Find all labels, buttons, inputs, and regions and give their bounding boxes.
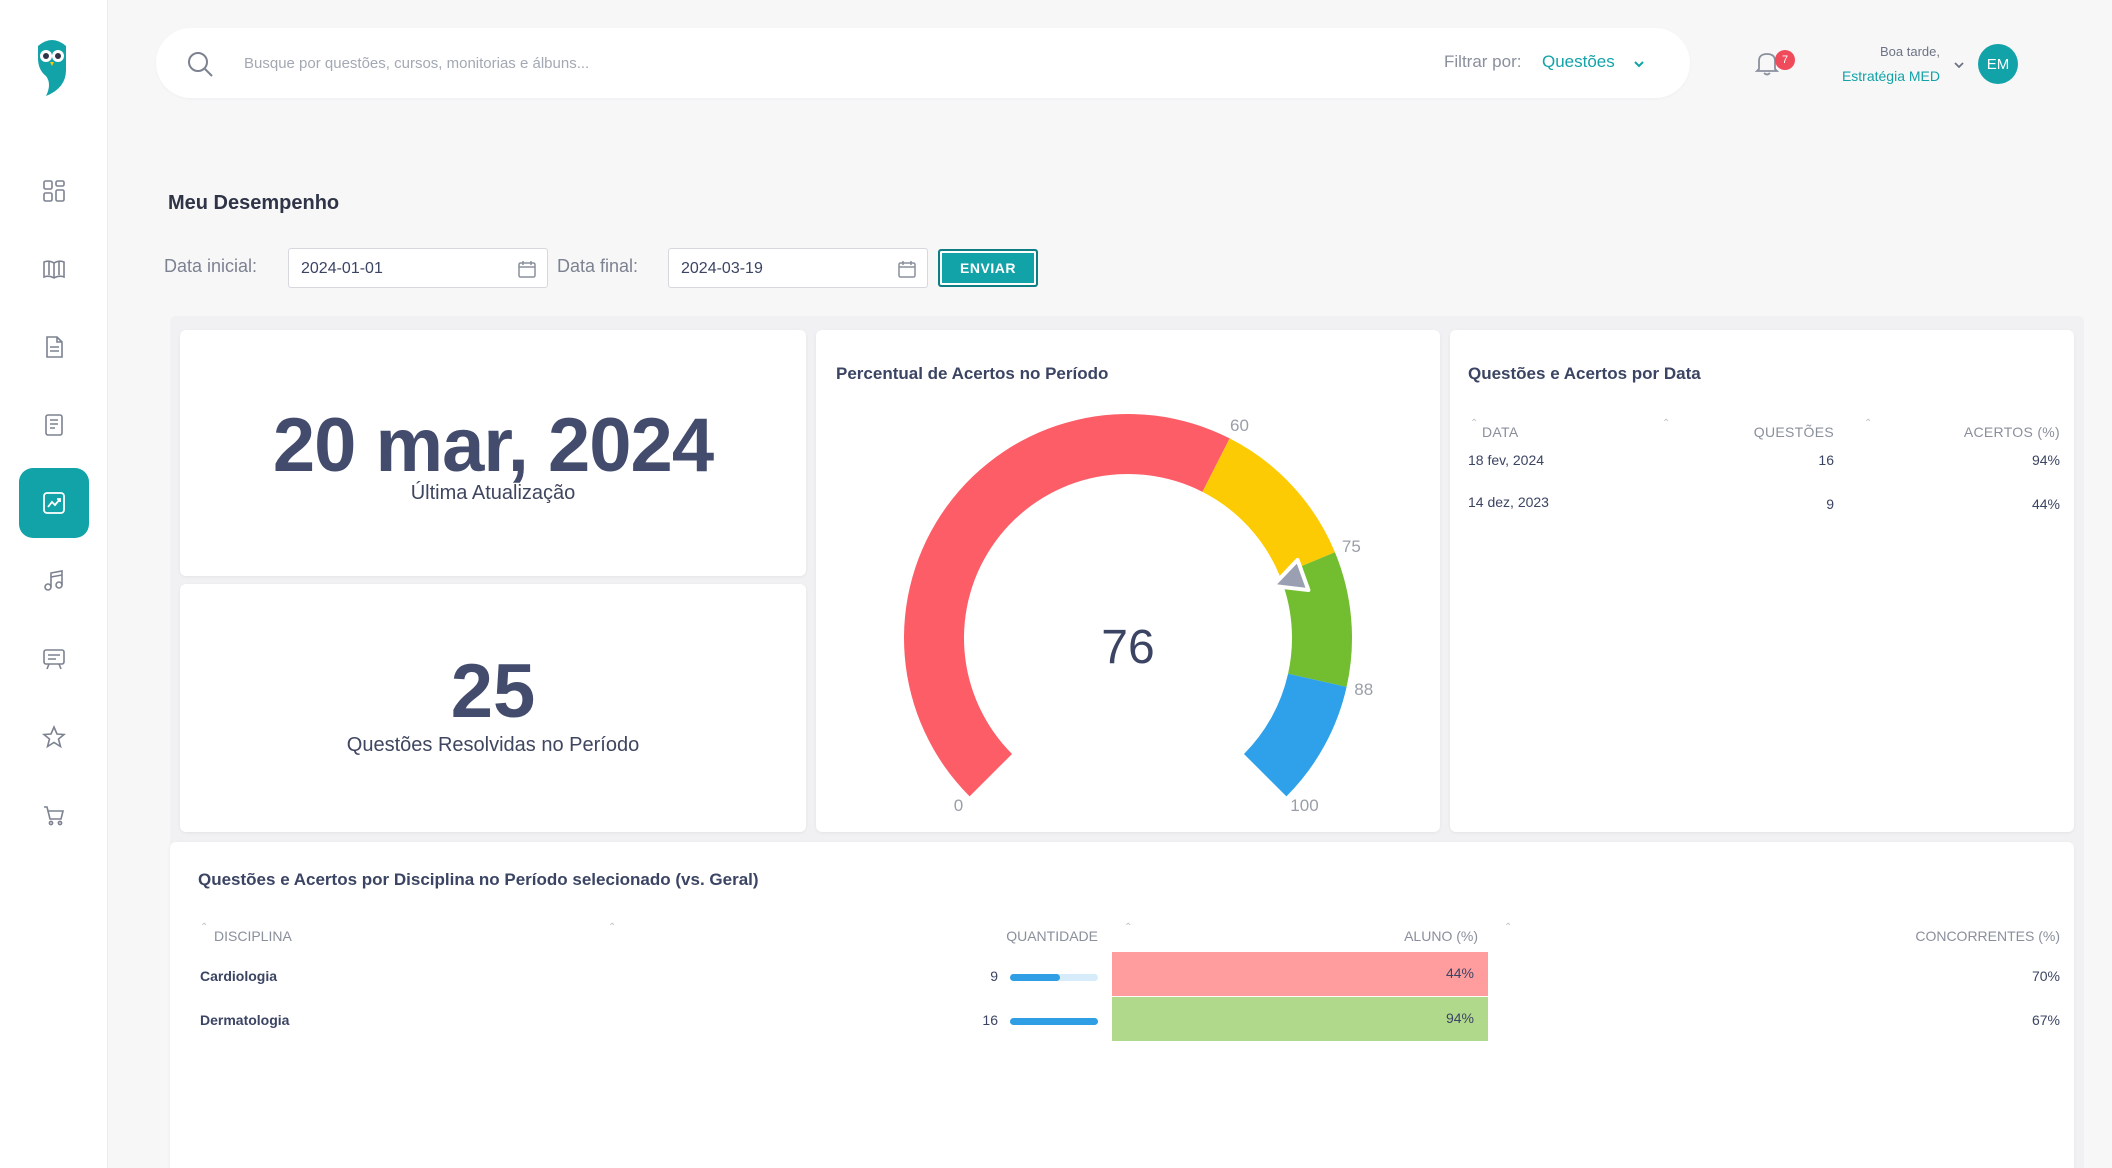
sort-arrow-icon[interactable]: ⌃ [1864,418,1873,429]
bell-icon[interactable] [1752,48,1782,78]
nav-monitoring-icon[interactable] [19,624,89,694]
nav-music-icon[interactable] [19,546,89,616]
notification-badge: 7 [1775,50,1795,70]
last-update-value: 20 mar, 2024 [272,403,714,488]
quantity-bar-fill [1010,974,1060,981]
nav-dashboard-icon[interactable] [19,156,89,226]
student-score-bar: 44% [1112,952,1488,996]
user-menu-chevron-icon[interactable] [1952,58,1966,72]
col-student-header[interactable]: ALUNO (%) [1404,928,1478,944]
avatar[interactable]: EM [1978,44,2018,84]
search-input[interactable] [244,46,944,80]
calendar-icon[interactable] [517,259,537,279]
user-name[interactable]: Estratégia MED [1841,68,1940,84]
col-date-header[interactable]: DATA [1482,424,1519,440]
last-update-card: 20 mar, 2024 Última Atualização [180,330,806,576]
nav-notebook-icon[interactable] [19,390,89,460]
accuracy-gauge-card: Percentual de Acertos no Período 76 0 60 7… [816,330,1440,832]
filter-select[interactable]: Questões [1542,52,1615,71]
resolved-label: Questões Resolvidas no Período [346,734,640,756]
start-date-label: Data inicial: [164,256,258,276]
gauge-tick-label: 100 [1290,796,1319,816]
subject-name: Dermatologia [200,1012,290,1028]
filter-label: Filtrar por: [1444,52,1522,71]
end-date-label: Data final: [557,256,639,276]
gauge-band-0 [903,414,1230,797]
greeting-text: Boa tarde, [1880,44,1940,59]
start-date-input[interactable]: 2024-01-01 [288,248,548,288]
table-row-score: 44% [2031,496,2060,512]
col-competitors-header[interactable]: CONCORRENTES (%) [1915,928,2060,944]
competitors-score: 70% [2031,968,2060,984]
student-score-bar: 94% [1112,997,1488,1041]
gauge-tick-label: 75 [1341,536,1361,556]
end-date-input[interactable]: 2024-03-19 [668,248,928,288]
gauge-tick-label: 60 [1230,415,1249,435]
subject-quantity: 9 [990,968,998,984]
submit-button[interactable]: ENVIAR [938,249,1038,287]
table-row-score: 94% [2031,452,2060,468]
sort-arrow-icon[interactable]: ⌃ [1504,922,1513,933]
quantity-bar [1010,1018,1098,1025]
sort-arrow-icon[interactable]: ⌃ [200,922,209,933]
subject-name: Cardiologia [200,968,278,984]
table-row-date: 18 fev, 2024 [1468,452,1545,468]
sort-arrow-icon[interactable]: ⌃ [1470,418,1479,429]
gauge-band-1 [1202,438,1335,576]
quantity-bar-fill [1010,1018,1098,1025]
start-date-value: 2024-01-01 [301,260,383,277]
nav-star-icon[interactable] [19,702,89,772]
student-score: 94% [1445,1010,1474,1026]
quantity-bar [1010,974,1098,981]
competitors-score: 67% [2031,1012,2060,1028]
table-row-questions: 16 [1818,452,1834,468]
gauge-band-3 [1243,673,1347,797]
sidebar [0,0,108,1168]
last-update-label: Última Atualização [410,482,576,504]
col-questions-header[interactable]: QUESTÕES [1753,424,1834,440]
nav-performance-icon[interactable] [19,468,89,538]
gauge-pointer [1270,557,1311,593]
gauge-value: 76 [1101,621,1155,674]
sort-arrow-icon[interactable]: ⌃ [608,922,617,933]
nav-book-icon[interactable] [19,234,89,304]
calendar-icon[interactable] [897,259,917,279]
owl-logo-icon[interactable] [32,36,72,98]
col-subject-header[interactable]: DISCIPLINA [214,928,292,944]
search-icon[interactable] [186,50,214,78]
by-subject-card: Questões e Acertos por Disciplina no Per… [170,842,2074,1168]
subject-quantity: 16 [982,1012,998,1028]
student-score: 44% [1445,965,1474,981]
accuracy-gauge [903,414,1352,797]
chevron-down-icon[interactable] [1632,57,1646,71]
sort-arrow-icon[interactable]: ⌃ [1124,922,1133,933]
by-subject-title: Questões e Acertos por Disciplina no Per… [198,870,759,889]
by-date-title: Questões e Acertos por Data [1468,364,1701,383]
page-title: Meu Desempenho [168,192,340,214]
by-date-card: Questões e Acertos por Data ⌃ DATA ⌃ QUE… [1450,330,2074,832]
sort-arrow-icon[interactable]: ⌃ [1662,418,1671,429]
gauge-tick-label: 0 [953,796,964,816]
resolved-count: 25 [450,649,536,734]
nav-document-icon[interactable] [19,312,89,382]
table-row-date: 14 dez, 2023 [1468,494,1549,510]
gauge-tick-label: 88 [1354,679,1374,699]
col-score-header[interactable]: ACERTOS (%) [1963,424,2060,440]
resolved-questions-card: 25 Questões Resolvidas no Período [180,584,806,832]
gauge-title: Percentual de Acertos no Período [836,364,1109,383]
nav-cart-icon[interactable] [19,780,89,850]
end-date-value: 2024-03-19 [681,260,763,277]
col-quantity-header[interactable]: QUANTIDADE [1006,928,1098,944]
table-row-questions: 9 [1826,496,1834,512]
search-bar: Filtrar por: Questões [156,28,1690,98]
